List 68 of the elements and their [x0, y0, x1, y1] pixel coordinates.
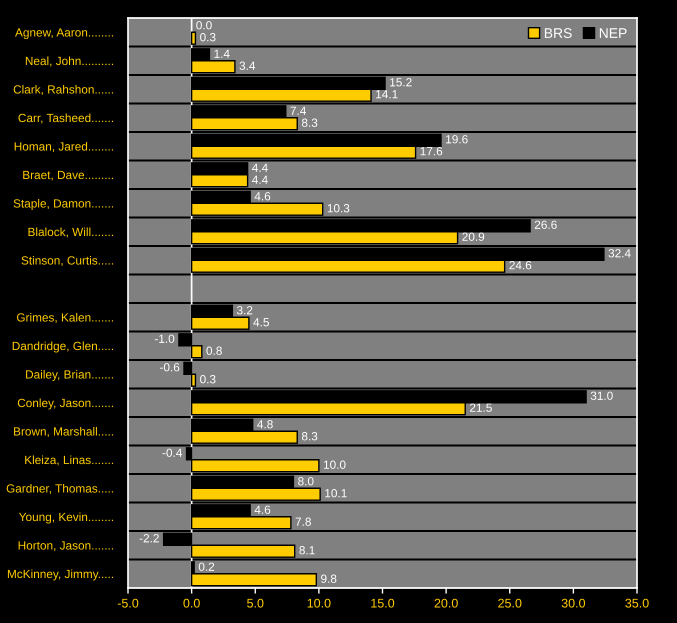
- y-tick-label: Kleiza, Linas.......: [25, 455, 114, 466]
- y-tick-label: Dailey, Brian.......: [26, 370, 114, 381]
- data-label: 15.2: [390, 78, 412, 86]
- y-tick-label: Homan, Jared........: [14, 142, 114, 152]
- data-label: 8.1: [299, 546, 315, 554]
- x-tick-label: 30.0: [562, 598, 586, 608]
- data-label: 7.4: [290, 106, 306, 115]
- y-tick-label: Blalock, Will.......: [28, 227, 114, 238]
- data-label: 7.8: [296, 518, 311, 526]
- legend-label: NEP: [600, 28, 627, 38]
- data-label: 10.0: [324, 460, 346, 469]
- data-label: 4.4: [252, 164, 268, 172]
- data-label: 8.3: [302, 432, 318, 440]
- data-label: 10.1: [325, 489, 347, 498]
- x-tick-label: 20.0: [434, 598, 458, 608]
- data-label: 3.4: [240, 62, 256, 70]
- y-tick-label: Horton, Jason.......: [18, 541, 114, 552]
- data-label: 19.6: [446, 135, 468, 144]
- legend-label: BRS: [544, 28, 572, 38]
- x-tick-label: 25.0: [498, 598, 522, 608]
- x-tick-label: 15.0: [371, 598, 394, 608]
- data-label: 3.2: [236, 306, 252, 314]
- data-label: 4.6: [254, 506, 270, 514]
- data-label: 4.5: [253, 318, 269, 326]
- data-label: -2.2: [140, 534, 159, 542]
- data-label: 0.2: [198, 562, 214, 571]
- data-label: 4.6: [254, 192, 270, 200]
- data-label: 8.0: [298, 477, 314, 486]
- data-label: 26.6: [534, 220, 557, 229]
- data-label: 0.3: [200, 33, 216, 42]
- y-tick-label: McKinney, Jimmy.....: [8, 569, 114, 580]
- data-label: -0.6: [160, 363, 180, 372]
- data-label: -1.0: [154, 334, 174, 343]
- data-label: 31.0: [590, 392, 613, 400]
- data-label: -0.4: [162, 448, 182, 457]
- y-tick-label: Staple, Damon.......: [14, 198, 114, 210]
- y-tick-label: Brown, Marshall.....: [14, 426, 114, 438]
- data-label: 32.4: [608, 249, 631, 258]
- data-label: 0.8: [206, 346, 222, 355]
- y-tick-label: Agnew, Aaron........: [15, 28, 114, 39]
- data-label: 20.9: [462, 232, 484, 241]
- data-label: 14.1: [376, 90, 398, 98]
- y-tick-label: Stinson, Curtis.....: [21, 256, 114, 266]
- y-tick-label: Clark, Rahshon......: [14, 84, 114, 96]
- data-label: 0.0: [196, 21, 212, 30]
- data-label: 9.8: [321, 574, 336, 583]
- data-label: 10.3: [328, 204, 350, 212]
- y-tick-label: Braet, Dave.........: [23, 170, 114, 181]
- x-tick-label: 0.0: [183, 598, 200, 608]
- x-tick-label: -5.0: [118, 598, 138, 608]
- y-tick-label: Grimes, Kalen.......: [16, 312, 114, 324]
- y-tick-label: Conley, Jason.......: [18, 398, 114, 410]
- y-tick-label: Young, Kevin........: [18, 512, 114, 524]
- data-label: 8.3: [302, 118, 318, 127]
- data-label: 0.3: [200, 375, 216, 384]
- data-label: 4.8: [257, 420, 273, 428]
- data-label: 4.4: [252, 176, 268, 184]
- y-tick-label: Neal, John..........: [26, 56, 114, 67]
- data-label: 17.6: [420, 147, 442, 156]
- y-tick-label: Dandridge, Glen.....: [12, 341, 114, 352]
- x-tick-label: 35.0: [625, 598, 649, 608]
- data-label: 1.4: [214, 50, 230, 58]
- x-tick-label: 10.0: [308, 598, 331, 608]
- x-tick-label: 5.0: [247, 598, 264, 608]
- y-tick-label: Carr, Tasheed.......: [18, 113, 114, 124]
- data-label: 21.5: [470, 404, 492, 412]
- data-label: 24.6: [509, 261, 532, 270]
- y-tick-label: Gardner, Thomas.....: [6, 484, 114, 494]
